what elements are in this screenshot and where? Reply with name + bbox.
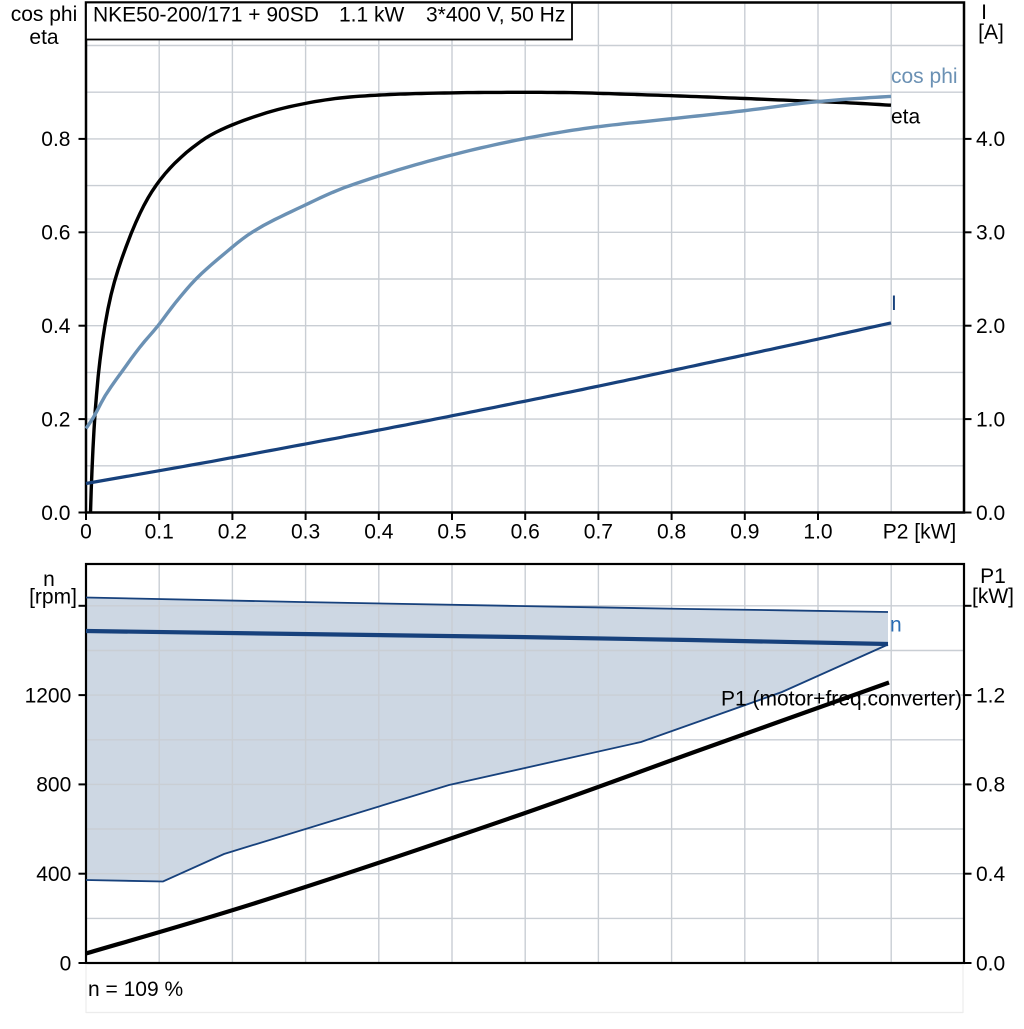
- svg-text:1.0: 1.0: [976, 408, 1005, 431]
- svg-text:P2 [kW]: P2 [kW]: [883, 520, 957, 543]
- svg-text:1.1 kW: 1.1 kW: [339, 3, 405, 26]
- svg-text:n: n: [43, 568, 55, 591]
- svg-text:0.3: 0.3: [291, 520, 320, 543]
- svg-text:eta: eta: [29, 26, 59, 49]
- svg-text:n: n: [890, 614, 902, 637]
- svg-text:0.4: 0.4: [41, 315, 71, 338]
- svg-text:0.4: 0.4: [364, 520, 394, 543]
- svg-text:0: 0: [80, 520, 92, 543]
- svg-text:0.0: 0.0: [41, 502, 70, 525]
- svg-text:400: 400: [36, 863, 71, 886]
- svg-text:3*400 V, 50 Hz: 3*400 V, 50 Hz: [426, 3, 565, 26]
- svg-text:P1: P1: [980, 565, 1006, 588]
- svg-text:0.8: 0.8: [41, 128, 70, 151]
- svg-text:0.8: 0.8: [657, 520, 686, 543]
- svg-text:0.5: 0.5: [437, 520, 466, 543]
- svg-text:4.0: 4.0: [976, 128, 1005, 151]
- svg-text:1200: 1200: [25, 684, 72, 707]
- svg-text:0.2: 0.2: [218, 520, 247, 543]
- svg-text:0.1: 0.1: [145, 520, 174, 543]
- svg-text:2.0: 2.0: [976, 315, 1005, 338]
- svg-text:n = 109 %: n = 109 %: [88, 978, 183, 1001]
- svg-text:[rpm]: [rpm]: [29, 586, 77, 609]
- svg-text:P1 (motor+freq.converter): P1 (motor+freq.converter): [721, 688, 962, 711]
- svg-text:0.8: 0.8: [976, 774, 1005, 797]
- svg-text:0.6: 0.6: [511, 520, 540, 543]
- svg-text:I: I: [891, 292, 897, 315]
- svg-text:0.6: 0.6: [41, 222, 70, 245]
- svg-text:cos phi: cos phi: [891, 65, 958, 88]
- svg-text:1.2: 1.2: [976, 684, 1005, 707]
- svg-text:0.4: 0.4: [976, 863, 1006, 886]
- svg-text:0.7: 0.7: [584, 520, 613, 543]
- svg-text:NKE50-200/171 + 90SD: NKE50-200/171 + 90SD: [93, 3, 319, 26]
- svg-text:0.0: 0.0: [976, 502, 1005, 525]
- svg-text:[A]: [A]: [978, 21, 1004, 44]
- svg-text:eta: eta: [891, 106, 921, 129]
- svg-text:cos phi: cos phi: [11, 3, 78, 26]
- svg-text:0.0: 0.0: [976, 952, 1005, 975]
- svg-text:3.0: 3.0: [976, 222, 1005, 245]
- svg-text:I: I: [981, 1, 987, 24]
- svg-text:0: 0: [60, 952, 72, 975]
- svg-text:1.0: 1.0: [803, 520, 832, 543]
- svg-text:0.2: 0.2: [41, 408, 70, 431]
- svg-text:800: 800: [36, 774, 71, 797]
- svg-text:[kW]: [kW]: [972, 585, 1014, 608]
- svg-text:0.9: 0.9: [730, 520, 759, 543]
